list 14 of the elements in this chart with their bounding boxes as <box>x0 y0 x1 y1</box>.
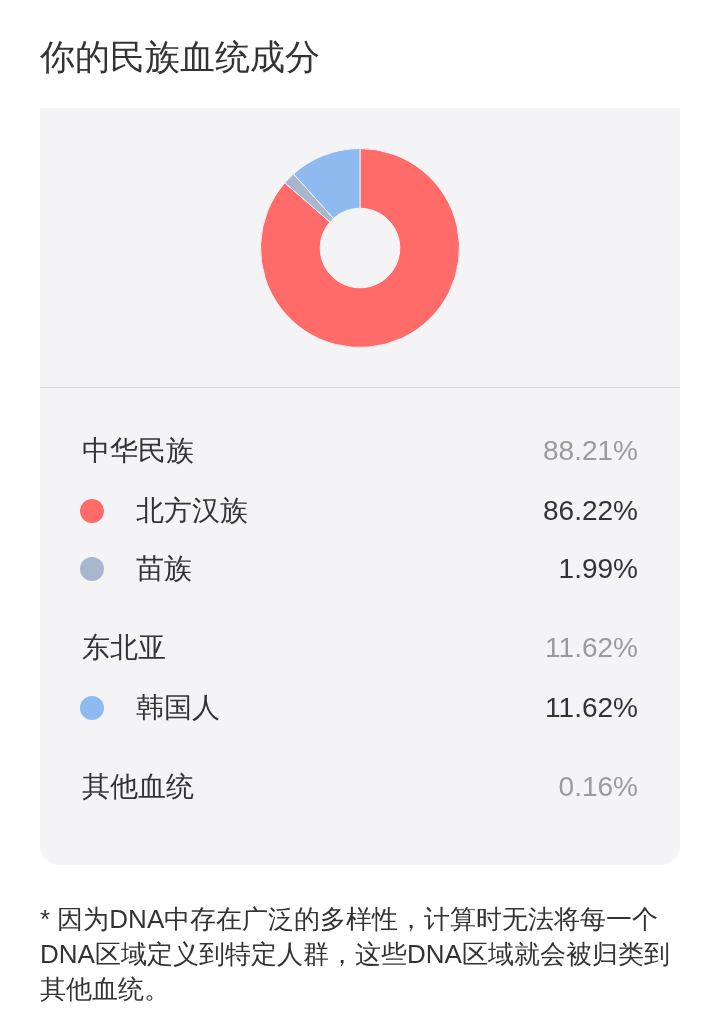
legend-label: 苗族 <box>135 552 192 586</box>
text: 东北亚 <box>82 631 166 665</box>
text: 88.21% <box>543 435 638 467</box>
legend-label: 韩国人 <box>135 691 220 725</box>
text: 11.62% <box>545 632 638 664</box>
text: 其他血统 <box>82 770 194 804</box>
chart-title: 你的民族血统成分 <box>40 36 320 78</box>
text: * 因为DNA中存在广泛的多样性，计算时无法将每一个DNA区域定义到特定人群，这些DNA区域就会被归类到其他血统。 <box>40 903 671 1006</box>
data-label: 86.22% <box>543 495 638 527</box>
legend-label: 北方汉族 <box>135 494 248 528</box>
text: 0.16% <box>558 771 638 803</box>
text: 中华民族 <box>82 434 194 468</box>
data-label: 1.99% <box>558 553 638 585</box>
data-label: 11.62% <box>545 692 638 724</box>
